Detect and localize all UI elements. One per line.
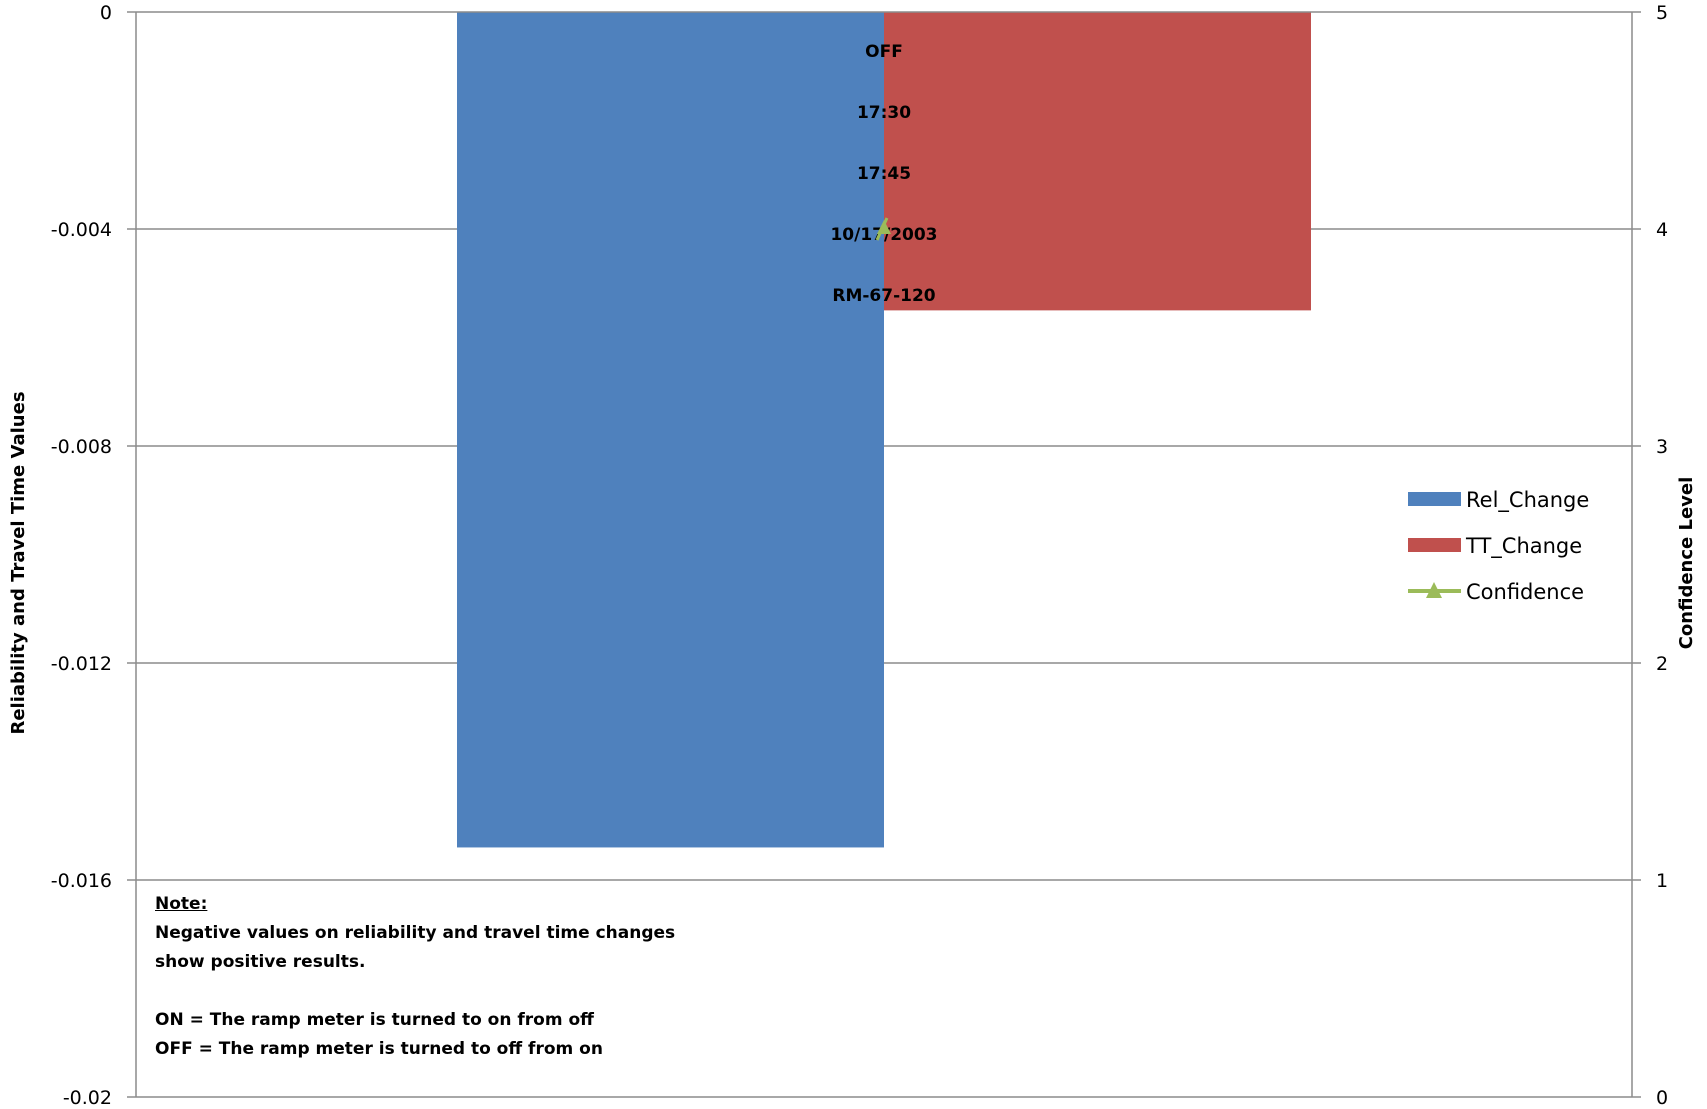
right-tick-label: 0 — [1656, 1087, 1668, 1109]
right-tick-label: 2 — [1656, 653, 1668, 675]
note-title: Note: — [155, 894, 208, 914]
bar-rel-change — [457, 12, 884, 848]
bars — [457, 12, 1311, 848]
legend-swatch — [1408, 492, 1461, 506]
left-tick-label: 0 — [100, 2, 112, 24]
legend-label: TT_Change — [1465, 534, 1582, 559]
category-label: RM-67-120 — [832, 286, 935, 306]
note-line-1: Negative values on reliability and trave… — [155, 923, 676, 943]
legend-swatch-marker — [1426, 582, 1442, 598]
left-tick-label: -0.012 — [51, 653, 112, 675]
left-tick-label: -0.02 — [63, 1087, 112, 1109]
category-label: 17:30 — [857, 103, 911, 123]
confidence-markers — [875, 217, 891, 241]
left-tick-label: -0.004 — [51, 219, 112, 241]
note-spacer — [155, 977, 875, 1006]
category-label: OFF — [865, 42, 903, 62]
confidence-point — [877, 220, 891, 234]
legend: Rel_Change TT_Change Confidence — [1408, 488, 1589, 604]
category-label: 10/17/2003 — [830, 225, 937, 245]
right-tick-label: 3 — [1656, 436, 1668, 458]
right-axis-ticks: 5 4 3 2 1 0 — [1632, 2, 1668, 1109]
left-tick-label: -0.016 — [51, 870, 112, 892]
note-box: Note: Negative values on reliability and… — [155, 890, 875, 1064]
bar-tt-change — [884, 12, 1311, 311]
category-label: 17:45 — [857, 164, 911, 184]
note-line-2: show positive results. — [155, 952, 366, 972]
right-axis-title: Confidence Level — [1676, 477, 1697, 650]
axes — [135, 11, 1633, 1098]
note-line-4: OFF = The ramp meter is turned to off fr… — [155, 1039, 603, 1059]
right-tick-label: 4 — [1656, 219, 1668, 241]
left-tick-label: -0.008 — [51, 436, 112, 458]
left-axis-title: Reliability and Travel Time Values — [8, 391, 29, 734]
right-tick-label: 1 — [1656, 870, 1668, 892]
legend-label: Rel_Change — [1466, 488, 1589, 513]
legend-label: Confidence — [1466, 580, 1584, 604]
category-labels: OFF 17:30 17:45 10/17/2003 RM-67-120 — [830, 42, 937, 306]
left-axis-ticks: 0 -0.004 -0.008 -0.012 -0.016 -0.02 — [51, 2, 136, 1109]
right-tick-label: 5 — [1656, 2, 1668, 24]
legend-swatch — [1408, 538, 1461, 552]
note-line-3: ON = The ramp meter is turned to on from… — [155, 1010, 594, 1030]
